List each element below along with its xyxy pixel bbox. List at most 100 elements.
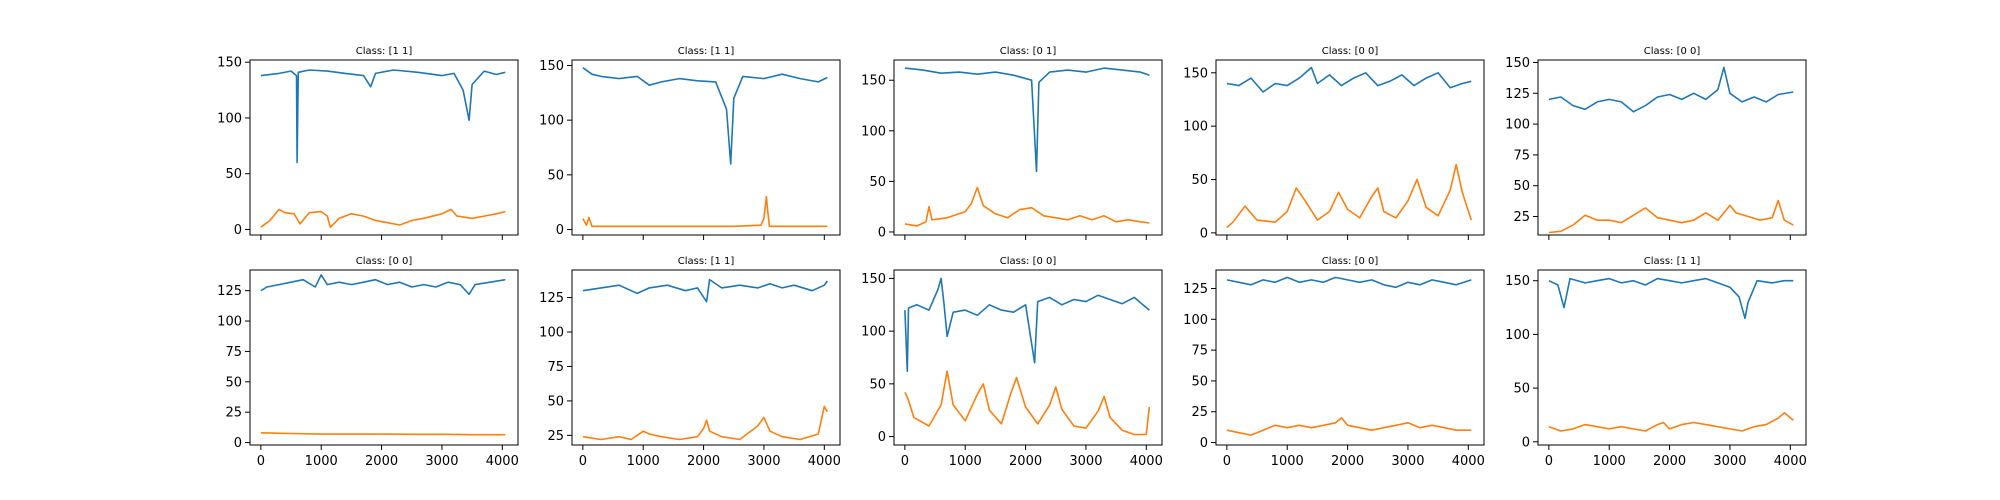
y-tick-label: 50 xyxy=(547,394,564,409)
plot-frame xyxy=(1215,269,1485,446)
y-tick-label: 75 xyxy=(225,345,242,360)
plot-frame xyxy=(571,269,841,446)
x-tick-label: 0 xyxy=(1223,454,1231,469)
subplot-title: Class: [0 0] xyxy=(1000,256,1057,267)
subplot-3: Class: [0 1] 0 50 100 150 xyxy=(861,46,1163,240)
plot-frame xyxy=(1537,269,1807,446)
subplot-8: Class: [0 0] 0 1000 2000 3000 4000 0 50 100 150 xyxy=(861,256,1163,469)
y-tick-label: 0 xyxy=(1200,226,1208,241)
y-tick-label: 75 xyxy=(547,360,564,375)
plot-frame xyxy=(893,59,1163,236)
x-tick-label: 3000 xyxy=(1391,454,1424,469)
x-tick-label: 3000 xyxy=(425,454,458,469)
series-2-line xyxy=(1226,163,1473,229)
series-1-line xyxy=(904,67,1150,173)
x-tick-label: 4000 xyxy=(1774,454,1807,469)
series-2-line xyxy=(582,195,828,228)
x-tick-label: 4000 xyxy=(1452,454,1485,469)
series-1-line xyxy=(582,278,828,303)
subplot-4: Class: [0 0] 0 50 100 150 xyxy=(1183,46,1485,241)
y-tick-label: 125 xyxy=(217,284,242,299)
y-tick-label: 50 xyxy=(547,168,564,183)
x-tick-label: 1000 xyxy=(1271,454,1304,469)
y-tick-label: 25 xyxy=(225,406,242,421)
y-tick-label: 150 xyxy=(1505,274,1530,289)
y-tick-label: 50 xyxy=(225,167,242,182)
subplot-title: Class: [0 0] xyxy=(356,256,413,267)
y-tick-label: 50 xyxy=(869,175,886,190)
y-tick-label: 100 xyxy=(217,111,242,126)
y-tick-label: 100 xyxy=(861,124,886,139)
x-tick-label: 3000 xyxy=(1713,454,1746,469)
series-2-line xyxy=(260,432,506,436)
x-tick-label: 4000 xyxy=(1130,454,1163,469)
y-tick-label: 25 xyxy=(1513,210,1530,225)
y-tick-label: 25 xyxy=(1191,405,1208,420)
series-2-line xyxy=(904,370,1151,436)
x-tick-label: 1000 xyxy=(305,454,338,469)
y-tick-label: 50 xyxy=(1191,173,1208,188)
x-tick-label: 2000 xyxy=(687,454,720,469)
x-tick-label: 4000 xyxy=(808,454,841,469)
y-tick-label: 25 xyxy=(547,429,564,444)
x-tick-label: 2000 xyxy=(365,454,398,469)
y-tick-label: 0 xyxy=(234,436,242,451)
series-1-line xyxy=(260,274,506,296)
x-tick-label: 0 xyxy=(901,454,909,469)
plot-frame xyxy=(571,59,841,236)
y-tick-label: 100 xyxy=(539,326,564,341)
y-tick-label: 50 xyxy=(869,377,886,392)
plot-frame xyxy=(1537,59,1807,236)
x-tick-label: 2000 xyxy=(1331,454,1364,469)
y-tick-label: 150 xyxy=(539,59,564,74)
y-tick-label: 0 xyxy=(234,223,242,238)
series-1-line xyxy=(1226,276,1472,289)
y-tick-label: 100 xyxy=(1505,328,1530,343)
y-tick-label: 100 xyxy=(861,325,886,340)
series-1-line xyxy=(582,67,828,165)
x-tick-label: 0 xyxy=(257,454,265,469)
series-1-line xyxy=(904,277,1150,373)
subplot-6: Class: [0 0] 0 1000 2000 3000 4000 0 25 50 75 100 1… xyxy=(217,256,519,469)
plot-frame xyxy=(249,269,519,446)
plot-frame xyxy=(893,269,1163,446)
x-tick-label: 1000 xyxy=(949,454,982,469)
x-tick-label: 1000 xyxy=(1593,454,1626,469)
series-1-line xyxy=(260,69,506,164)
series-2-line xyxy=(1226,417,1472,436)
y-tick-label: 50 xyxy=(1513,382,1530,397)
series-2-line xyxy=(582,405,829,441)
plot-frame xyxy=(1215,59,1485,236)
subplot-10: Class: [1 1] 0 1000 2000 3000 4000 0 50 100 150 xyxy=(1505,256,1807,469)
plot-frame xyxy=(249,59,519,236)
x-tick-label: 0 xyxy=(1545,454,1553,469)
subplot-title: Class: [0 0] xyxy=(1322,46,1379,57)
subplot-title: Class: [0 1] xyxy=(1000,46,1057,57)
y-tick-label: 150 xyxy=(1505,56,1530,71)
y-tick-label: 150 xyxy=(861,272,886,287)
subplot-title: Class: [1 1] xyxy=(678,46,735,57)
y-tick-label: 0 xyxy=(878,430,886,445)
y-tick-label: 125 xyxy=(1183,282,1208,297)
subplot-1: Class: [1 1] 0 50 100 150 xyxy=(217,46,519,240)
subplot-title: Class: [0 0] xyxy=(1322,256,1379,267)
subplot-2: Class: [1 1] 0 50 100 150 xyxy=(539,46,841,240)
y-tick-label: 100 xyxy=(539,114,564,129)
y-tick-label: 100 xyxy=(1505,118,1530,133)
y-tick-label: 100 xyxy=(217,315,242,330)
subplot-7: Class: [1 1] 0 1000 2000 3000 4000 25 50 75 100 12… xyxy=(539,256,841,469)
subplot-title: Class: [1 1] xyxy=(678,256,735,267)
y-tick-label: 50 xyxy=(225,375,242,390)
x-tick-label: 3000 xyxy=(747,454,780,469)
series-2-line xyxy=(1548,199,1794,234)
x-tick-label: 1000 xyxy=(627,454,660,469)
series-1-line xyxy=(1226,66,1472,93)
x-tick-label: 0 xyxy=(579,454,587,469)
x-tick-label: 2000 xyxy=(1009,454,1042,469)
y-tick-label: 0 xyxy=(878,225,886,240)
y-tick-label: 0 xyxy=(1200,436,1208,451)
subplot-title: Class: [1 1] xyxy=(1644,256,1701,267)
y-tick-label: 150 xyxy=(1183,66,1208,81)
y-tick-label: 75 xyxy=(1513,148,1530,163)
